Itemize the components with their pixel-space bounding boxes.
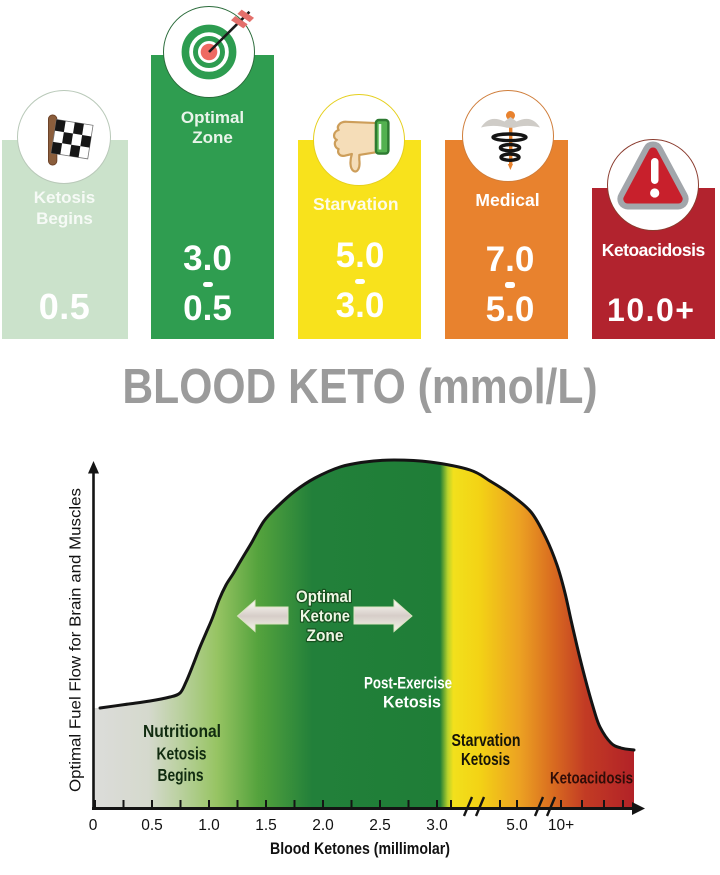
svg-text:Ketoacidosis: Ketoacidosis bbox=[550, 770, 633, 788]
svg-text:Nutritional: Nutritional bbox=[143, 721, 221, 741]
svg-text:Ketone: Ketone bbox=[300, 607, 350, 626]
svg-text:10+: 10+ bbox=[548, 817, 574, 834]
svg-text:Optimal Fuel Flow for Brain an: Optimal Fuel Flow for Brain and Muscles bbox=[68, 488, 85, 792]
svg-text:Ketosis: Ketosis bbox=[157, 744, 207, 764]
svg-text:Ketosis: Ketosis bbox=[461, 749, 510, 769]
svg-text:5.0: 5.0 bbox=[506, 817, 528, 834]
svg-text:Zone: Zone bbox=[307, 626, 344, 645]
svg-text:2.5: 2.5 bbox=[369, 817, 391, 834]
svg-text:Begins: Begins bbox=[158, 765, 204, 785]
svg-text:Starvation: Starvation bbox=[452, 730, 521, 750]
svg-text:2.0: 2.0 bbox=[312, 817, 334, 834]
svg-text:1.0: 1.0 bbox=[198, 817, 220, 834]
svg-text:0: 0 bbox=[89, 817, 98, 834]
svg-text:1.5: 1.5 bbox=[255, 817, 277, 834]
svg-text:3.0: 3.0 bbox=[426, 817, 448, 834]
svg-text:0.5: 0.5 bbox=[141, 817, 163, 834]
svg-text:Post-Exercise: Post-Exercise bbox=[364, 674, 452, 693]
svg-text:Ketosis: Ketosis bbox=[383, 693, 441, 712]
svg-text:Blood Ketones (millimolar): Blood Ketones (millimolar) bbox=[270, 840, 450, 858]
svg-text:Optimal: Optimal bbox=[296, 587, 352, 606]
